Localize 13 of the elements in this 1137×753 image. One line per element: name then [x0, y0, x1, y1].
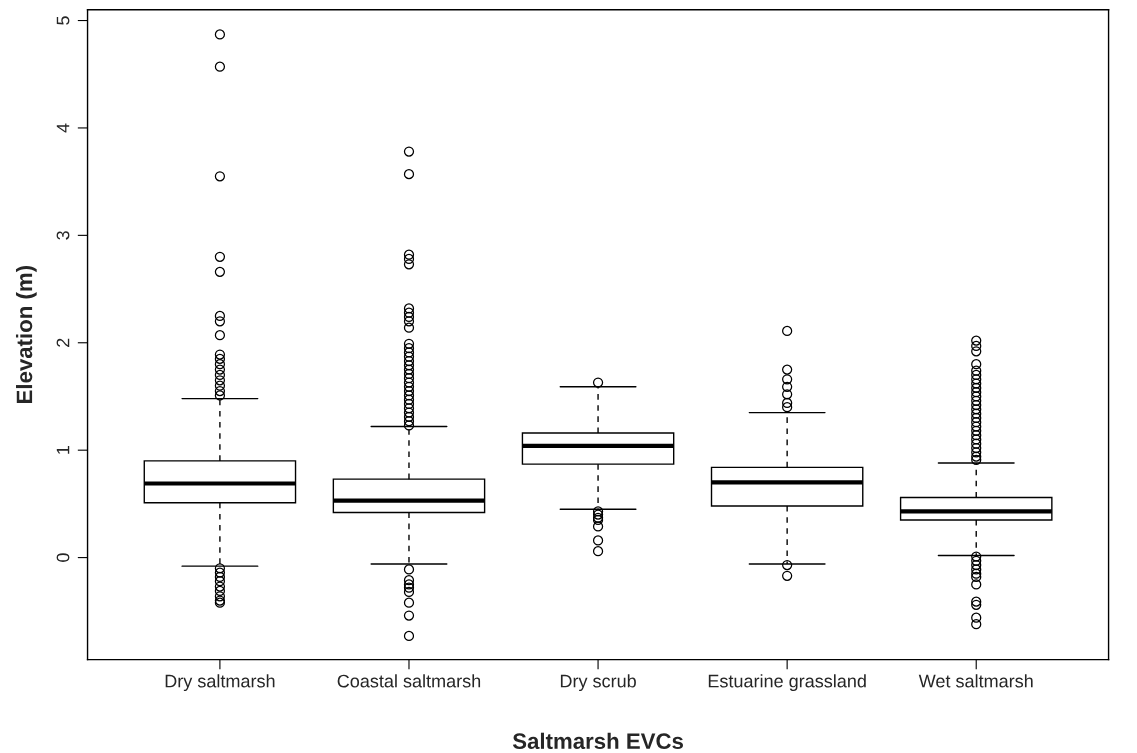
- x-tick-label: Coastal saltmarsh: [337, 674, 481, 688]
- y-axis-title: Elevation (m): [15, 266, 37, 403]
- x-tick-label: Wet saltmarsh: [918, 674, 1033, 688]
- y-tick-label: 5: [56, 16, 70, 25]
- y-tick-label: 1: [56, 446, 70, 454]
- x-tick-label: Estuarine grassland: [708, 674, 866, 692]
- y-tick-label: 0: [56, 553, 70, 562]
- y-tick-label: 3: [56, 231, 70, 240]
- x-tick-label: Dry saltmarsh: [165, 674, 275, 692]
- x-tick-label: Dry scrub: [560, 674, 636, 692]
- y-tick-label: 2: [56, 338, 70, 347]
- x-axis-title: Saltmarsh EVCs: [512, 732, 683, 750]
- y-tick-label: 4: [56, 123, 70, 133]
